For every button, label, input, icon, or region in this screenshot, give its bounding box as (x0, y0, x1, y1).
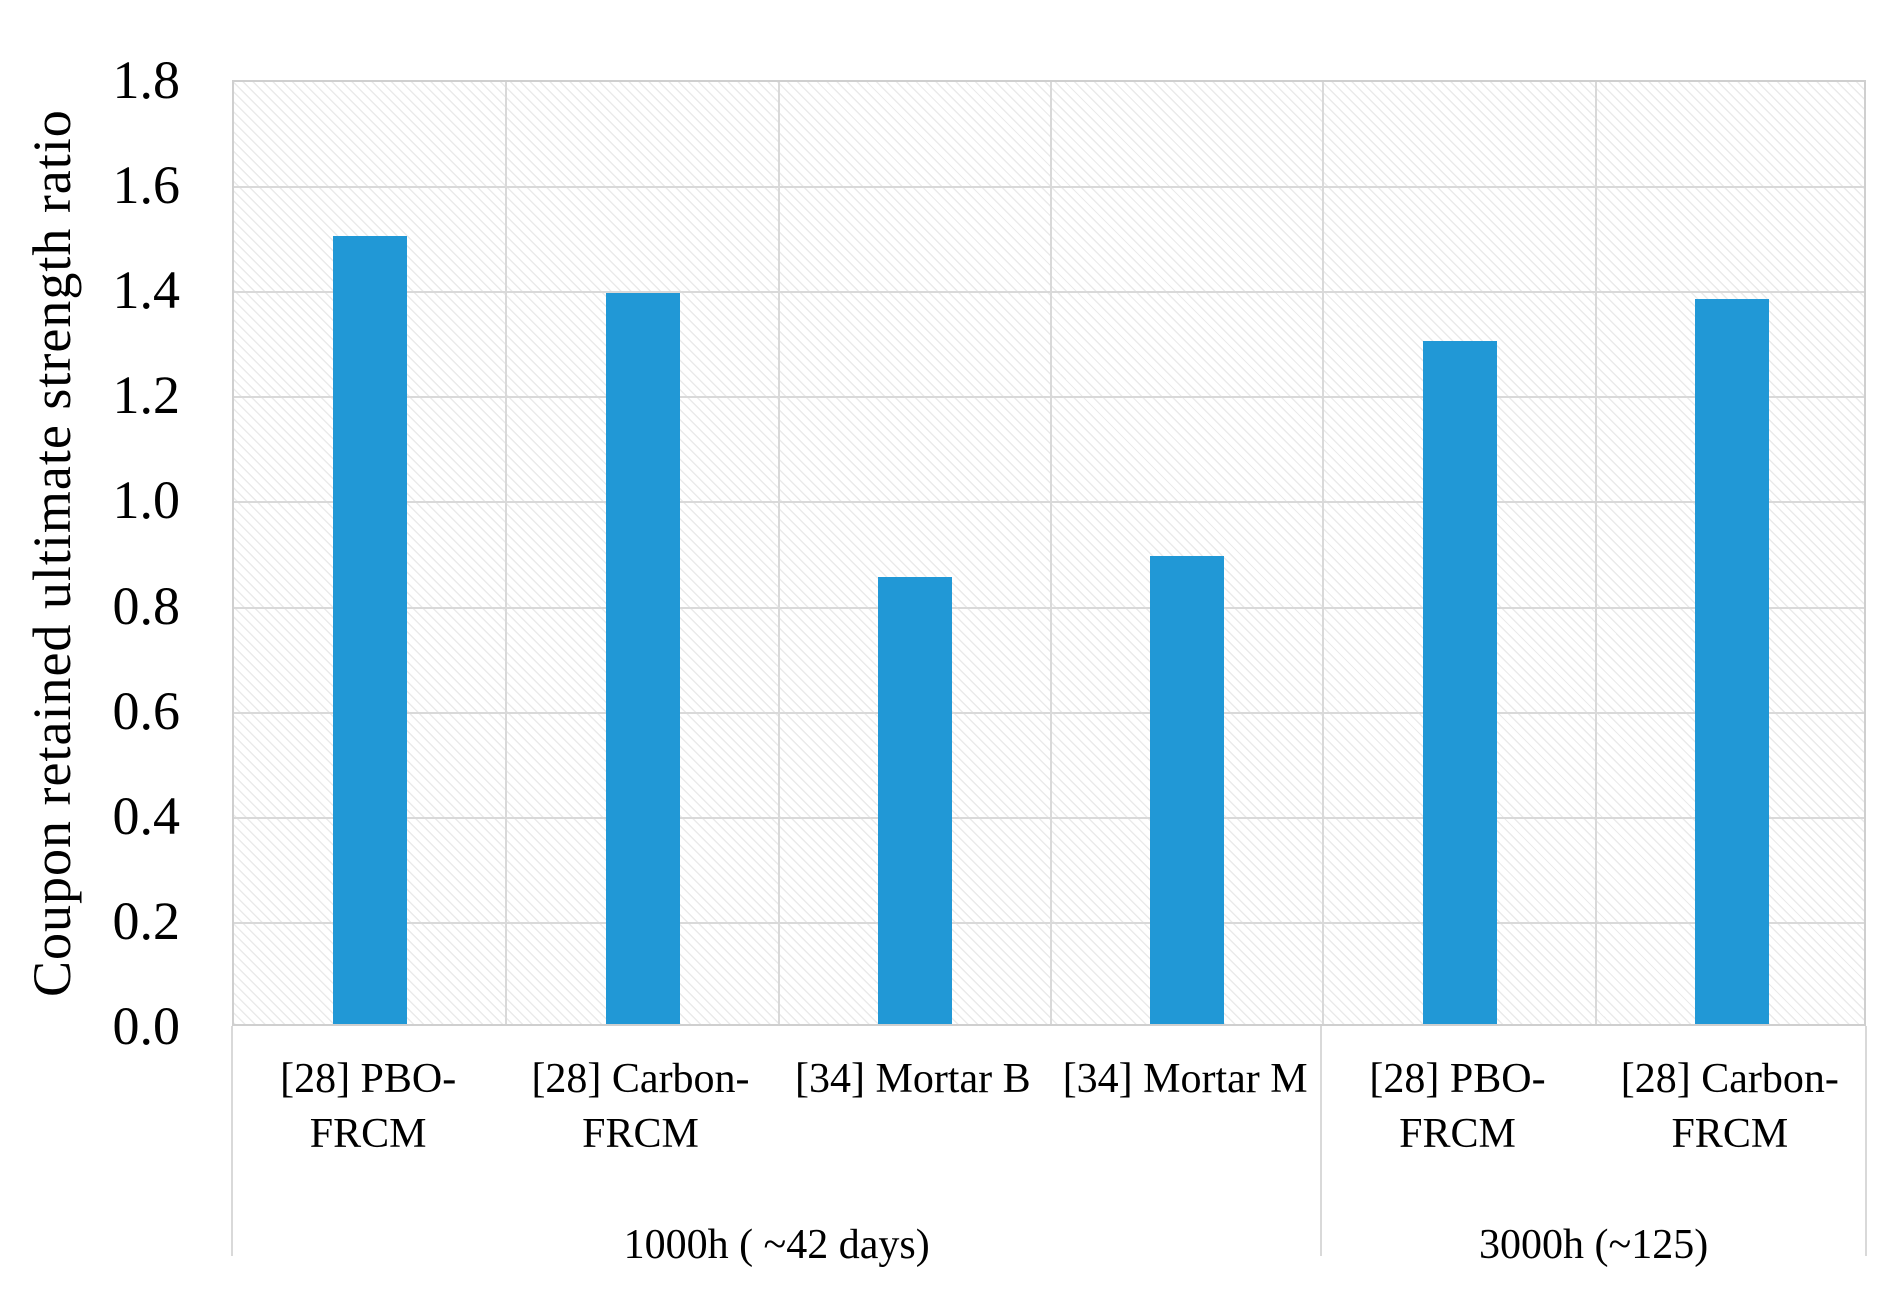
group-separator-line (1865, 1026, 1867, 1256)
vertical-gridline (777, 82, 780, 1024)
vertical-gridline (1594, 82, 1597, 1024)
y-tick-label: 0.4 (112, 785, 181, 846)
y-tick-label: 1.6 (112, 155, 181, 216)
y-tick-label: 0.2 (112, 890, 181, 951)
vertical-gridline (505, 82, 508, 1024)
horizontal-gridline (234, 711, 1864, 714)
y-tick-label: 0.6 (112, 680, 181, 741)
group-separator-line (231, 1026, 233, 1256)
bar (1694, 298, 1769, 1024)
horizontal-gridline (234, 291, 1864, 294)
vertical-gridline (1322, 82, 1325, 1024)
y-tick-label: 1.8 (112, 50, 181, 110)
horizontal-gridline (234, 921, 1864, 924)
horizontal-gridline (234, 606, 1864, 609)
y-axis-title: Coupon retained ultimate strength ratio (22, 109, 82, 997)
bar (605, 293, 680, 1024)
x-category-label: [34] Mortar M (1062, 1056, 1308, 1102)
y-tick-label: 0.0 (112, 996, 181, 1056)
x-category-label: [28] Carbon- FRCM (1620, 1056, 1839, 1157)
bar (1422, 340, 1497, 1024)
horizontal-gridline (234, 816, 1864, 819)
y-tick-label: 1.2 (112, 365, 181, 426)
bar (1150, 556, 1225, 1024)
y-tick-label: 0.8 (112, 575, 181, 636)
bar (877, 577, 952, 1024)
x-category-label: [28] Carbon- FRCM (531, 1056, 750, 1157)
x-category-label: [28] PBO- FRCM (280, 1056, 457, 1157)
x-category-label: [28] PBO- FRCM (1369, 1056, 1546, 1157)
x-group-label: 1000h ( ~42 days) (623, 1222, 930, 1268)
y-tick-label: 1.4 (112, 260, 181, 321)
vertical-gridline (1050, 82, 1052, 1024)
group-separator-line (1320, 1026, 1323, 1256)
plot-area (232, 80, 1866, 1026)
horizontal-gridline (234, 186, 1864, 189)
x-group-label: 3000h (~125) (1479, 1222, 1709, 1268)
y-tick-label: 1.0 (112, 470, 181, 531)
bar (333, 235, 408, 1024)
x-category-label: [34] Mortar B (795, 1056, 1031, 1102)
horizontal-gridline (234, 501, 1864, 504)
horizontal-gridline (234, 396, 1864, 399)
